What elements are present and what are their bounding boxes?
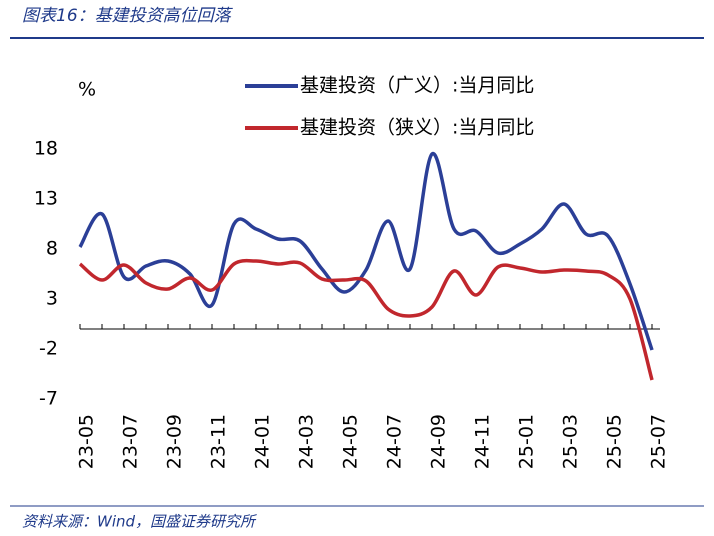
x-tick-label: 24-03 [296,414,318,469]
x-tick-label: 24-05 [340,414,362,469]
x-tick-label: 23-11 [208,414,230,469]
y-tick-label: 3 [46,288,58,310]
x-tick-label: 25-03 [560,414,582,469]
y-tick-label: 13 [34,188,58,210]
x-tick-label: 23-09 [164,414,186,469]
x-tick-label: 23-07 [120,414,142,469]
series-line [78,258,654,381]
y-tick-label: -2 [39,338,58,360]
x-tick-label: 25-05 [604,414,626,469]
legend-label: 基建投资（广义）:当月同比 [300,75,534,97]
x-tick-label: 24-01 [252,414,274,469]
x-tick-label: 24-07 [384,414,406,469]
x-tick-label: 23-05 [76,414,98,469]
x-tick-label: 25-07 [648,414,670,469]
y-tick-label: 18 [34,138,58,160]
page-title: 图表16：基建投资高位回落 [22,6,234,26]
legend-label: 基建投资（狭义）:当月同比 [300,117,534,139]
source-note: 资料来源：Wind，国盛证券研究所 [22,513,257,531]
y-tick-label: 8 [46,238,58,260]
series-line [78,152,654,351]
y-tick-label: -7 [39,388,58,410]
x-tick-label: 24-11 [472,414,494,469]
x-tick-label: 25-01 [516,414,538,469]
y-axis-label: % [78,79,96,101]
x-tick-label: 24-09 [428,414,450,469]
